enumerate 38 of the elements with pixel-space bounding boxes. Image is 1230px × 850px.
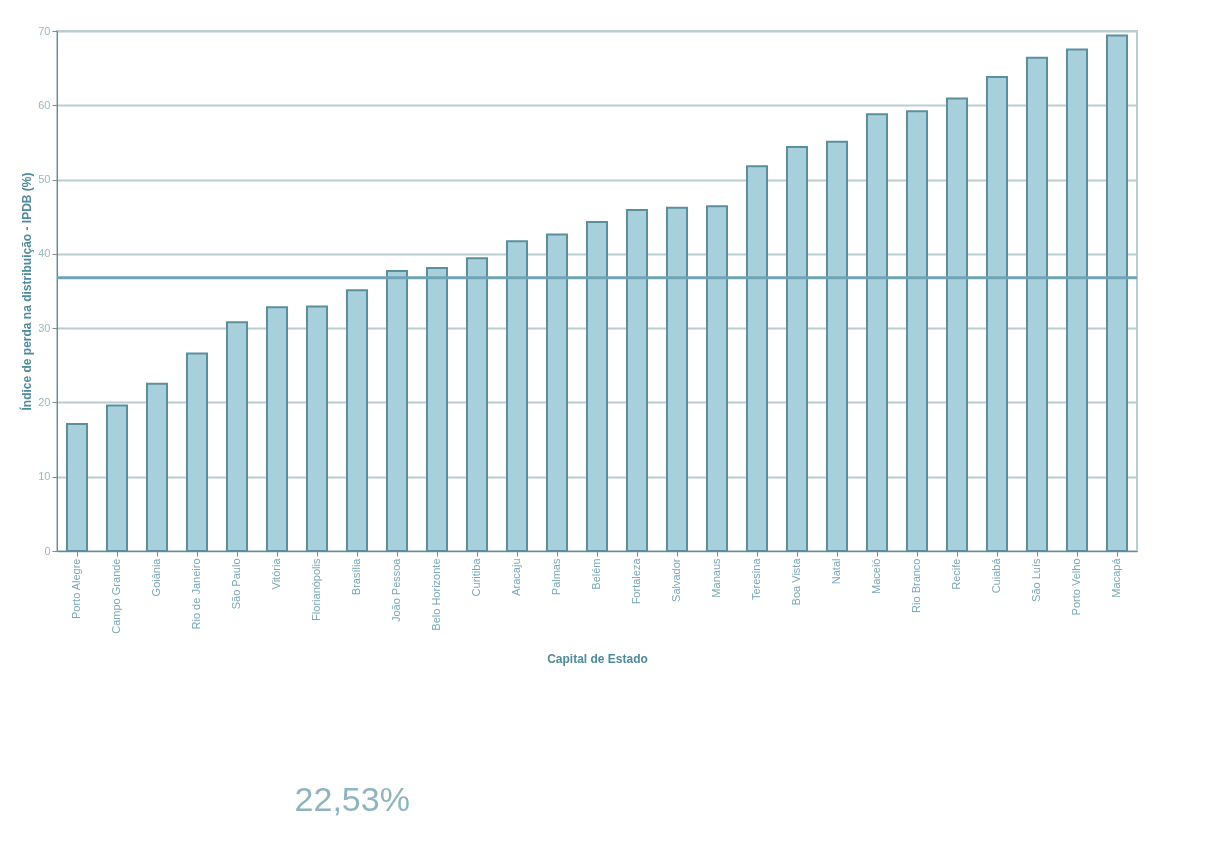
x-tick-label: Vitória <box>270 557 282 590</box>
x-tick-label: João Pessoa <box>390 557 402 623</box>
x-tick-label: Belo Horizonte <box>430 558 442 631</box>
x-tick-label: Palmas <box>550 558 562 596</box>
x-tick-label: Belém <box>590 558 602 590</box>
x-tick-label: São Paulo <box>230 558 242 610</box>
y-tick-label: 60 <box>38 98 51 111</box>
x-tick-label: Fortaleza <box>630 557 642 605</box>
y-tick-label: 40 <box>38 247 51 260</box>
y-tick-label: 30 <box>38 321 51 334</box>
text: 22,53% <box>294 780 410 818</box>
x-axis-title: Capital de Estado <box>547 651 648 666</box>
x-tick-label: Rio de Janeiro <box>190 558 202 630</box>
x-tick-label: Manaus <box>710 558 722 598</box>
x-tick-label: Brasília <box>350 557 362 596</box>
y-tick-label: 50 <box>38 173 51 186</box>
y-tick-label: 0 <box>44 544 51 557</box>
x-tick-label: Aracaju <box>510 558 522 596</box>
x-tick-label: Curitiba <box>470 557 482 597</box>
x-tick-label: Porto Alegre <box>70 558 82 620</box>
x-tick-label: Macapá <box>1110 557 1122 598</box>
x-tick-label: Boa Vista <box>790 557 802 606</box>
x-tick-label: Porto Velho <box>1070 558 1082 616</box>
x-tick-label: Natal <box>830 558 842 585</box>
y-tick-label: 10 <box>38 470 51 483</box>
x-tick-label: Goiânia <box>150 557 162 597</box>
y-tick-label: 70 <box>38 24 51 37</box>
x-tick-label: Cuiabá <box>990 557 1002 594</box>
x-tick-label: São Luís <box>1030 558 1042 602</box>
y-tick-label: 20 <box>38 395 51 408</box>
x-tick-label: Teresina <box>750 557 762 601</box>
x-tick-label: Florianópolis <box>310 558 322 621</box>
y-axis-title: Índice de perda na distribuição - IPDB (%) <box>19 172 35 411</box>
x-tick-label: Rio Branco <box>910 558 922 613</box>
x-tick-label: Campo Grande <box>110 558 122 634</box>
x-tick-label: Recife <box>950 558 962 590</box>
x-tick-label: Maceió <box>870 558 882 594</box>
x-tick-label: Salvador <box>670 558 682 602</box>
